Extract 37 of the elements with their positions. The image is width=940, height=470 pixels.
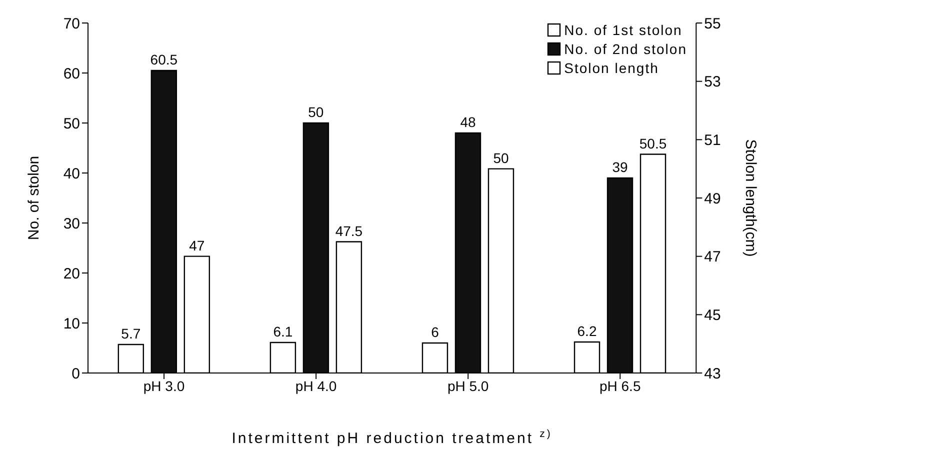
y2-tick-label: 45 [704,306,721,324]
y-tick-label: 40 [63,165,80,182]
y2-tick-label: 47 [704,248,721,266]
data-label: 48 [460,114,476,130]
y-tick-label: 0 [72,365,80,382]
data-label: 50 [493,150,509,166]
y-tick-label: 10 [63,315,80,332]
data-label: 6 [431,324,440,340]
y-tick-label: 30 [63,215,80,232]
data-label: 50 [308,104,324,120]
y-axis-title: No. of stolon [25,156,42,240]
data-label: 39 [612,159,628,175]
x-tick-label: pH 3.0 [143,378,185,394]
y-tick-label: 60 [63,65,80,82]
data-label: 5.7 [121,326,141,342]
y-tick-label: 20 [63,265,80,282]
x-tick-label: pH 5.0 [447,378,489,394]
data-label: 47.5 [335,222,363,239]
y2-tick-label: 43 [704,365,721,382]
y2-tick-label: 49 [704,190,721,208]
x-tick-label: pH 6.5 [600,378,641,394]
y2-tick-label: 55 [704,15,721,32]
data-label: 50.5 [639,135,667,152]
legend-label: Stolon length [564,60,659,76]
data-label: 6.2 [577,323,597,339]
legend-label: No. of 1st stolon [564,22,682,38]
y2-axis-title: Stolon length(cm) [742,139,759,257]
y2-tick-label: 53 [704,74,721,91]
data-label: 6.1 [273,324,293,340]
y2-tick-label: 51 [704,132,721,149]
y-tick-label: 50 [63,115,80,132]
x-axis-title: Intermittent pH reduction treatment $^{z)}$ [232,428,552,447]
x-tick-label: pH 4.0 [295,378,337,394]
y-tick-label: 70 [63,15,80,32]
data-label: 60.5 [150,52,178,68]
data-label: 47 [189,237,205,254]
legend-label: No. of 2nd stolon [564,41,687,57]
